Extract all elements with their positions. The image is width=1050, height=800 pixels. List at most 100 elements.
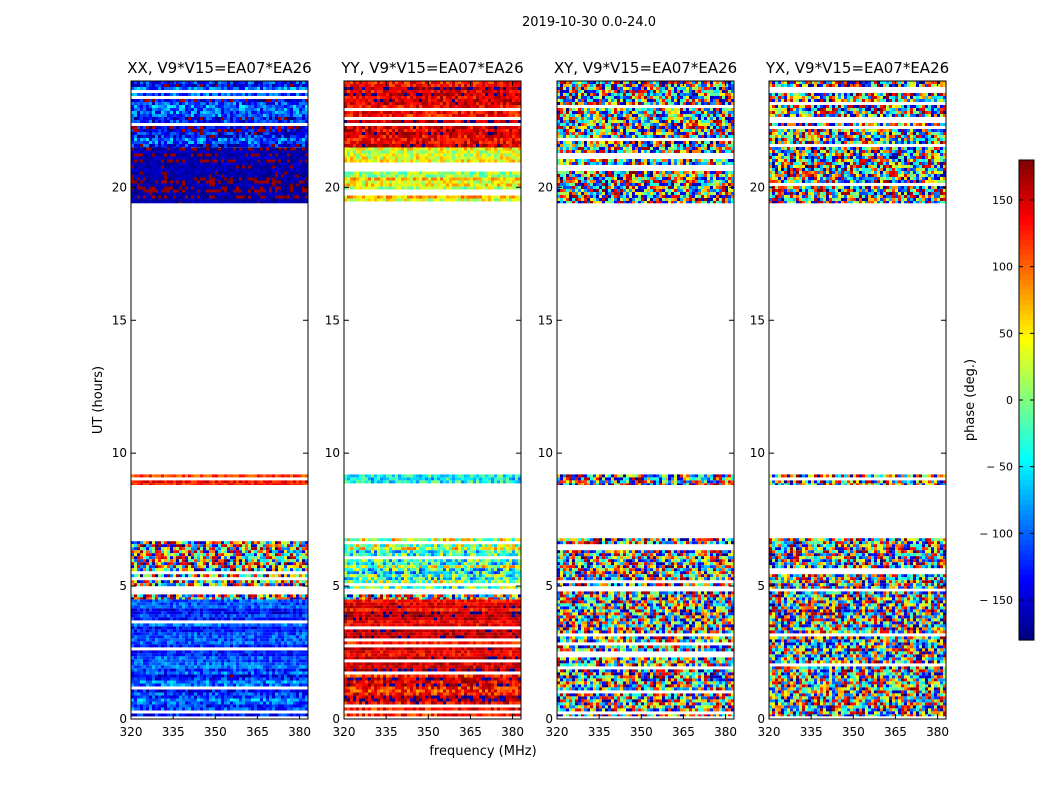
heatmap-cell [167,611,170,615]
heatmap-cell [149,180,152,184]
heatmap-cell [224,480,227,484]
heatmap-cell [230,114,233,117]
heatmap-cell [131,623,134,627]
heatmap-cell [134,602,137,606]
heatmap-cell [185,614,188,618]
heatmap-cell [191,635,194,639]
heatmap-cell [227,626,230,630]
heatmap-cell [140,177,143,181]
heatmap-cell [221,108,224,111]
heatmap-cell [287,153,290,157]
heatmap-cell [170,707,173,711]
heatmap-cell [134,617,137,621]
heatmap-cell [224,541,227,545]
heatmap-cell [257,120,260,123]
heatmap-cell [239,189,242,193]
heatmap-cell [134,562,137,566]
heatmap-cell [161,84,164,87]
heatmap-cell [305,574,308,578]
heatmap-cell [293,713,296,717]
heatmap-cell [269,680,272,684]
heatmap-cell [155,162,158,166]
heatmap-cell [179,117,182,120]
heatmap-cell [191,680,194,684]
heatmap-cell [269,162,272,166]
heatmap-cell [281,605,284,609]
heatmap-cell [137,650,140,654]
heatmap-cell [170,574,173,578]
heatmap-cell [140,192,143,196]
heatmap-cell [191,168,194,172]
heatmap-cell [245,653,248,657]
heatmap-cell [221,623,224,627]
heatmap-cell [254,559,257,563]
heatmap-cell [278,599,281,603]
heatmap-cell [245,192,248,196]
heatmap-cell [167,565,170,569]
heatmap-cell [269,81,272,84]
heatmap-cell [245,568,248,572]
heatmap-cell [146,114,149,117]
heatmap-cell [236,704,239,708]
heatmap-cell [185,117,188,120]
heatmap-cell [287,565,290,569]
heatmap-cell [167,683,170,687]
heatmap-cell [266,102,269,105]
heatmap-cell [290,707,293,711]
heatmap-cell [221,480,224,484]
heatmap-cell [191,597,194,600]
heatmap-cell [263,105,266,108]
heatmap-cell [182,597,185,600]
heatmap-cell [239,562,242,566]
heatmap-cell [248,680,251,684]
heatmap-cell [281,198,284,202]
heatmap-cell [209,605,212,609]
heatmap-cell [170,105,173,108]
heatmap-cell [212,117,215,120]
heatmap-cell [296,87,299,90]
heatmap-cell [191,565,194,569]
heatmap-cell [134,574,137,578]
heatmap-cell [272,483,275,485]
heatmap-cell [194,674,197,678]
heatmap-cell [164,171,167,175]
heatmap-cell [200,99,203,102]
heatmap-cell [272,201,275,204]
heatmap-cell [296,474,299,478]
heatmap-cell [161,126,164,129]
heatmap-cell [173,704,176,708]
heatmap-cell [221,126,224,129]
heatmap-cell [251,159,254,163]
heatmap-cell [221,602,224,606]
heatmap-cell [230,638,233,642]
heatmap-cell [257,177,260,181]
heatmap-cell [194,541,197,545]
heatmap-cell [131,162,134,166]
heatmap-cell [146,84,149,87]
heatmap-cell [278,629,281,633]
heatmap-cell [269,641,272,645]
heatmap-cell [179,641,182,645]
heatmap-cell [272,692,275,696]
heatmap-cell [188,126,191,129]
heatmap-cell [290,153,293,157]
heatmap-cell [152,198,155,202]
heatmap-cell [218,168,221,172]
heatmap-cell [161,105,164,108]
heatmap-cell [131,553,134,557]
heatmap-cell [203,550,206,554]
heatmap-cell [302,562,305,566]
heatmap-cell [293,150,296,154]
heatmap-cell [221,553,224,557]
heatmap-cell [176,635,179,639]
heatmap-cell [290,644,293,648]
heatmap-cell [251,195,254,199]
heatmap-cell [146,550,149,554]
heatmap-cell [197,84,200,87]
heatmap-cell [179,153,182,157]
heatmap-cell [146,629,149,633]
heatmap-cell [221,574,224,578]
heatmap-cell [137,168,140,172]
heatmap-cell [182,547,185,551]
heatmap-cell [245,114,248,117]
